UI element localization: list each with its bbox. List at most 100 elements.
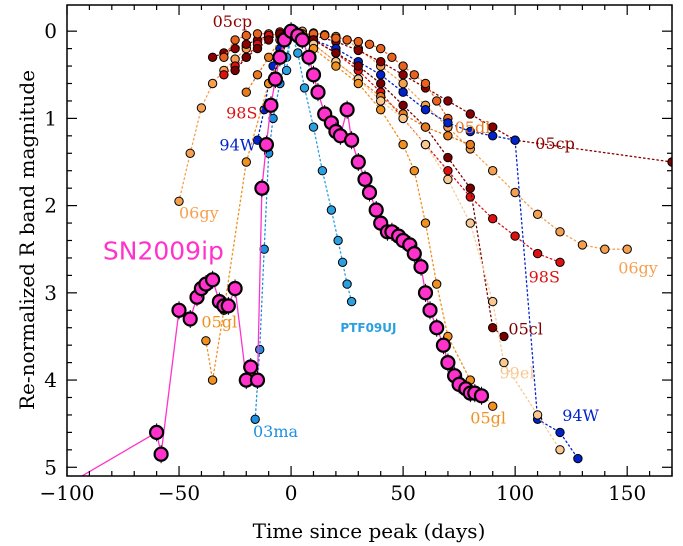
data-point — [353, 78, 363, 89]
x-tick-label: −50 — [158, 481, 200, 505]
data-point — [413, 259, 429, 275]
annotation-label: 06gy — [618, 259, 658, 278]
data-point — [258, 137, 274, 153]
data-point — [252, 43, 263, 54]
data-point — [272, 49, 288, 65]
data-point — [465, 183, 475, 193]
data-point — [555, 257, 565, 267]
data-point — [420, 122, 431, 132]
data-point — [376, 96, 386, 106]
x-tick-label: 100 — [496, 481, 534, 505]
data-point — [320, 30, 330, 41]
series-05gl — [201, 26, 498, 411]
data-point — [443, 166, 453, 176]
data-point — [196, 103, 207, 113]
data-point — [241, 157, 252, 167]
annotation-label: 94W — [219, 136, 256, 155]
data-point — [435, 337, 451, 353]
data-point — [350, 154, 366, 170]
data-point — [339, 102, 355, 118]
data-point — [344, 132, 360, 148]
data-point — [342, 279, 352, 289]
data-point — [317, 166, 328, 176]
annotation-label: 06gy — [179, 204, 219, 223]
annotation-label: 05cp — [535, 134, 575, 153]
data-point — [532, 248, 543, 259]
data-point — [241, 30, 252, 41]
data-point — [263, 97, 279, 113]
y-axis-title: Re-normalized R band magnitude — [15, 70, 39, 410]
data-point — [250, 414, 260, 424]
data-point — [398, 87, 408, 97]
data-point — [364, 39, 375, 49]
data-point — [443, 118, 453, 128]
data-point — [420, 105, 431, 115]
data-point — [387, 52, 397, 62]
data-point — [281, 65, 292, 76]
data-point — [555, 445, 565, 455]
data-point — [376, 70, 386, 80]
data-point — [171, 302, 187, 318]
data-point — [622, 244, 632, 254]
data-point — [499, 331, 509, 342]
data-point — [353, 45, 363, 56]
data-point — [510, 231, 520, 241]
x-tick-label: −100 — [40, 481, 95, 505]
data-point — [532, 410, 543, 420]
y-tick-label: 4 — [44, 368, 57, 392]
data-point — [432, 279, 442, 289]
data-point — [357, 171, 373, 187]
annotation-label: 98S — [226, 103, 257, 122]
data-point — [376, 43, 386, 54]
axis-ticks: −100 −50 0 50 100 150 0 1 2 3 4 5 — [40, 5, 673, 505]
data-point — [465, 139, 475, 150]
data-point — [443, 152, 453, 163]
data-point — [346, 296, 357, 307]
y-tick-label: 1 — [44, 106, 57, 130]
data-point — [443, 96, 453, 106]
data-point — [293, 48, 303, 58]
x-tick-label: 50 — [390, 481, 415, 505]
x-tick-label: 0 — [285, 481, 298, 505]
data-point — [409, 166, 419, 176]
data-point — [429, 320, 445, 336]
data-point — [174, 196, 184, 207]
data-point — [310, 84, 326, 100]
y-tick-label: 0 — [44, 19, 57, 43]
data-point — [252, 29, 263, 39]
data-point — [555, 227, 565, 237]
annotation-label: 98S — [529, 267, 560, 286]
data-point — [398, 139, 408, 150]
annotation-label: 99el — [500, 363, 535, 382]
annotation-layer: 05cp 98S 94W 06gy SN2009ip 05gl 03ma PTF09UJ 05d… — [103, 12, 658, 441]
data-point — [219, 52, 229, 62]
data-point — [331, 61, 341, 71]
series-line-05gl — [205, 30, 494, 407]
annotation-label: 03ma — [253, 422, 299, 441]
data-point — [398, 70, 408, 80]
data-point — [376, 57, 386, 67]
data-point — [185, 148, 195, 159]
data-point — [473, 388, 490, 404]
data-point — [376, 105, 386, 115]
y-tick-label: 2 — [44, 194, 57, 218]
data-point — [465, 109, 475, 119]
data-point — [268, 61, 278, 71]
data-point — [440, 355, 456, 371]
data-point — [264, 35, 274, 45]
series-line-05cl — [234, 30, 505, 338]
data-point — [420, 78, 431, 89]
data-point — [555, 427, 565, 438]
data-point — [398, 78, 408, 89]
data-point — [207, 78, 218, 89]
data-point — [510, 187, 520, 198]
data-point — [249, 372, 266, 388]
data-point — [267, 71, 283, 87]
annotation-label: 05gl — [201, 313, 237, 332]
data-point — [488, 323, 498, 333]
data-point — [488, 401, 498, 411]
data-point — [417, 285, 434, 301]
data-point — [600, 244, 610, 254]
y-tick-label: 5 — [44, 455, 57, 479]
